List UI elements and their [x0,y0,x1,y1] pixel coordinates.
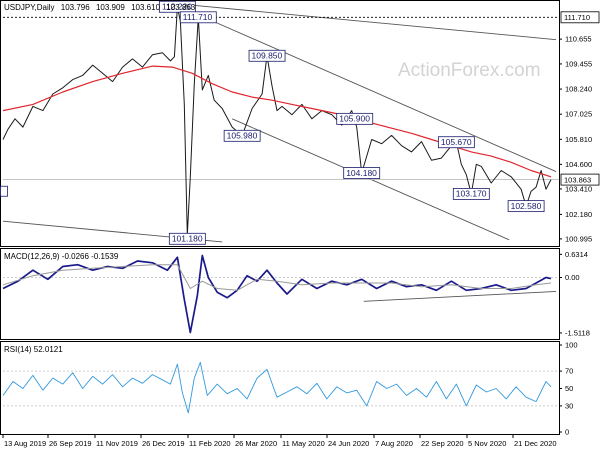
chart-title: USDJPY,Daily 103.796 103.909 103.610 103… [4,3,196,12]
rsi-title: RSI(14) 52.0121 [4,345,63,354]
price-annotation-box [343,167,381,179]
hline-value-tag [560,11,600,24]
macd-layer: 0.6314 0.00 -1.5118 [2,250,590,337]
macd-signal-line [2,264,552,291]
price-annotation-box [223,129,261,142]
price-annotation-label: 109.850 [252,51,283,61]
ohlc-high: 103.909 [96,3,125,12]
price-annotation-box [437,136,475,149]
price-y-tick-label: 107.025 [565,110,592,119]
price-annotation-label: 102.580 [511,201,542,211]
current-price-tag [560,173,600,186]
price-y-tick-label: 105.810 [565,135,592,144]
price-annotation-box [452,188,490,200]
price-y-tick-label: 108.240 [565,85,592,94]
price-y-tick-label: 103.410 [565,184,592,193]
price-y-tick-label: 102.180 [565,210,592,219]
rsi-y-tick-label: 100 [565,341,578,350]
rsi-y-tick-label: 0 [565,428,569,437]
price-annotation-box [507,200,545,213]
price-annotation-label: 111.710 [183,12,213,22]
macd-y-tick-label: 0.6314 [565,250,588,259]
macd-y-tick-label: -1.5118 [565,328,590,337]
ohlc-low: 103.610 [131,3,160,12]
x-tick-label: 21 Dec 2020 [514,439,557,448]
price-y-tick-label: 109.455 [565,59,592,68]
price-y-tick-label: 100.995 [565,234,592,243]
macd-macd-line [2,254,552,334]
watermark: ActionForex.com [398,60,541,81]
x-tick-label: 22 Sep 2020 [421,439,464,448]
x-axis: 13 Aug 2019 26 Sep 2019 11 Nov 2019 26 Dec … [2,434,557,448]
current-price-label: 103.863 [564,175,591,184]
x-tick-label: 26 Mar 2020 [235,439,277,448]
price-annotation-label: 105.900 [339,114,370,124]
price-annotation-box [158,0,196,13]
x-tick-label: 26 Sep 2019 [49,439,92,448]
price-annotation-label: 101.180 [172,234,203,244]
macd-y-tick-label: 0.00 [565,273,580,282]
price-annotation-label: 105.670 [441,137,472,147]
price-annotation-label: 112.220 [162,2,192,12]
price-moving-average-line [2,65,552,178]
symbol-title: USDJPY,Daily [4,3,55,12]
macd-panel-frame [0,248,560,340]
x-tick-label: 11 May 2020 [282,439,325,448]
price-annotation-box [336,112,374,125]
price-annotation-box [179,11,217,24]
rsi-panel-frame [0,341,560,435]
rsi-y-tick-label: 50 [565,384,573,393]
price-annotation-label: 104.180 [346,168,377,178]
x-tick-label: 5 Nov 2020 [468,439,506,448]
macd-support-line [363,290,557,302]
price-price-line [2,6,552,236]
hline-value-label: 111.710 [564,13,590,22]
price-layer: 110.655 109.455 108.240 107.025 105.810 104.6… [0,0,600,245]
x-tick-label: 13 Aug 2019 [4,439,46,448]
price-annotation-box [248,49,286,62]
ohlc-open: 103.796 [61,3,90,12]
rsi-rsi-line [2,361,552,414]
price-annotation-label: 103.170 [456,189,487,199]
x-tick-label: 11 Nov 2019 [96,439,138,448]
price-annotation-label: 105.980 [227,131,258,141]
rsi-layer: 100 70 50 30 0 [2,341,578,437]
price-y-tick-label: 110.655 [565,35,592,44]
x-tick-label: 26 Dec 2019 [142,439,185,448]
price-y-tick-label: 104.600 [565,160,592,169]
price-panel-frame [0,0,560,247]
x-tick-label: 7 Aug 2020 [375,439,413,448]
rsi-y-tick-label: 30 [565,401,573,410]
channel-upper-line [202,16,557,172]
long-term-resistance-line [180,3,557,41]
ohlc-close: 103.863 [166,3,195,12]
left-edge-tag [0,185,8,197]
macd-title: MACD(12,26,9) -0.0266 -0.1539 [4,252,119,261]
rsi-y-tick-label: 70 [565,367,573,376]
x-tick-label: 24 Jun 2020 [328,439,369,448]
x-tick-label: 11 Feb 2020 [189,439,231,448]
price-annotation-box [168,232,206,245]
